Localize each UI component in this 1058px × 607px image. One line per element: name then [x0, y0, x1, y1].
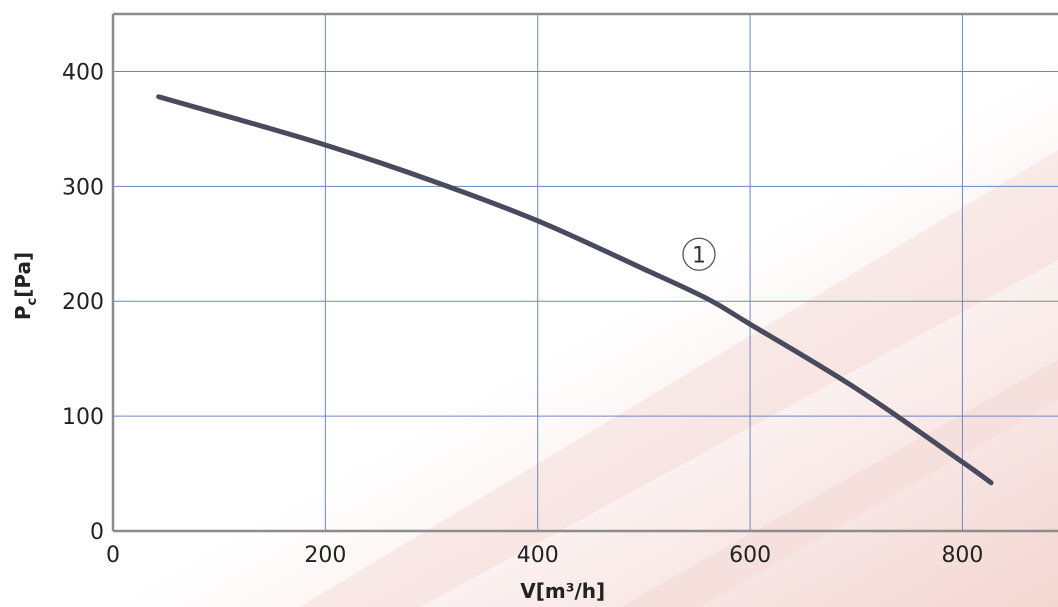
- curve-marker-circle: [682, 237, 716, 271]
- x-tick-label: 400: [517, 543, 559, 568]
- annotation-layer: 1: [682, 237, 716, 271]
- x-tick-label: 200: [304, 543, 346, 568]
- x-tick-label: 600: [729, 543, 771, 568]
- tick-labels: 0 200 400 600 800 0 100 200 300 400: [62, 60, 983, 568]
- y-tick-label: 300: [62, 175, 104, 200]
- y-tick-label: 200: [62, 290, 104, 315]
- plot-frame: [111, 12, 1058, 533]
- y-axis-title-main: P: [11, 305, 35, 320]
- background-stripe: [620, 360, 1058, 607]
- y-tick-label: 0: [90, 520, 104, 545]
- y-axis-title-unit: [Pa]: [11, 252, 35, 298]
- y-axis-title: Pc[Pa]: [11, 252, 40, 320]
- curve-marker-label: 1: [692, 243, 706, 268]
- background-stripes: [300, 150, 1058, 607]
- x-axis-title: V[m³/h]: [520, 579, 605, 603]
- y-tick-label: 100: [62, 405, 104, 430]
- y-tick-label: 400: [62, 60, 104, 85]
- background-stripe: [300, 150, 1058, 607]
- fan-curve-line: [156, 94, 994, 486]
- x-tick-label: 0: [106, 543, 120, 568]
- curve-layer: [156, 94, 994, 486]
- y-axis-title-sub: c: [25, 298, 40, 306]
- x-tick-label: 800: [941, 543, 983, 568]
